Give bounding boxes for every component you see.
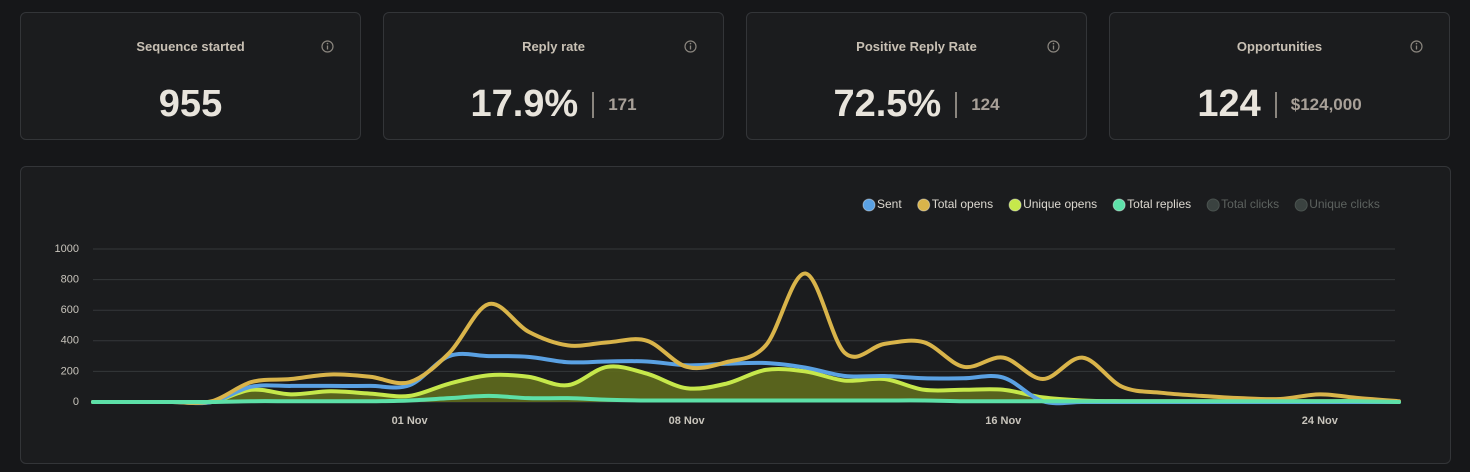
legend-label[interactable]: Unique clicks: [1309, 197, 1380, 211]
legend-label[interactable]: Sent: [877, 197, 902, 211]
legend-swatch[interactable]: [1206, 198, 1220, 212]
x-tick-label: 24 Nov: [1302, 415, 1339, 427]
info-icon[interactable]: [1047, 40, 1060, 58]
card-value: 124: [1197, 83, 1261, 125]
y-tick-label: 800: [61, 274, 79, 286]
separator: [1274, 91, 1277, 118]
legend-label[interactable]: Total clicks: [1221, 197, 1279, 211]
card-secondary: $124,000: [1290, 94, 1362, 114]
x-tick-label: 16 Nov: [985, 415, 1022, 427]
y-tick-label: 200: [61, 365, 79, 377]
legend-swatch[interactable]: [917, 198, 931, 212]
card-value-row: 72.5% 124: [747, 83, 1086, 126]
stat-card: Positive Reply Rate 72.5% 124: [746, 12, 1087, 140]
chart: 0 200 400 600 800 1000 01 Nov 08 Nov 16 Nov 24 No…: [55, 197, 1401, 427]
y-tick-label: 0: [73, 396, 79, 408]
separator: [955, 91, 958, 118]
legend-swatch[interactable]: [862, 198, 876, 212]
legend-label[interactable]: Total opens: [932, 197, 993, 211]
x-tick-label: 01 Nov: [392, 415, 429, 427]
info-glyph: [1047, 40, 1060, 53]
card-value: 72.5%: [833, 83, 942, 125]
legend-swatch[interactable]: [1112, 198, 1126, 212]
card-title: Positive Reply Rate: [856, 39, 977, 54]
legend-label[interactable]: Unique opens: [1023, 197, 1097, 211]
info-glyph: [684, 40, 697, 53]
card-value: 955: [158, 83, 223, 125]
info-icon[interactable]: [321, 40, 334, 58]
chart-panel: 0 200 400 600 800 1000 01 Nov 08 Nov 16 Nov 24 No…: [20, 166, 1451, 464]
y-tick-label: 400: [61, 335, 79, 347]
separator: [592, 91, 595, 118]
series-line: [91, 271, 1401, 405]
stat-card: Reply rate 17.9% 171: [383, 12, 724, 140]
info-icon[interactable]: [1410, 40, 1423, 58]
legend-swatch[interactable]: [1008, 198, 1022, 212]
info-glyph: [321, 40, 334, 53]
card-value-row: 17.9% 171: [384, 83, 723, 126]
card-title: Opportunities: [1236, 39, 1323, 54]
card-secondary: 171: [608, 94, 637, 114]
y-tick-label: 600: [61, 304, 79, 316]
stat-card: Sequence started 955: [20, 12, 361, 140]
card-value-row: 124 $124,000: [1110, 83, 1449, 126]
info-glyph: [1410, 40, 1423, 53]
series-line: [91, 393, 1401, 405]
legend-label[interactable]: Total replies: [1127, 197, 1191, 211]
y-tick-label: 1000: [55, 243, 79, 255]
card-title: Reply rate: [522, 39, 585, 54]
info-icon[interactable]: [684, 40, 697, 58]
card-value: 17.9%: [470, 83, 579, 125]
legend-swatch[interactable]: [1294, 198, 1308, 212]
card-value-row: 955: [21, 83, 360, 126]
x-tick-label: 08 Nov: [669, 415, 706, 427]
stat-card: Opportunities 124 $124,000: [1109, 12, 1450, 140]
card-title: Sequence started: [136, 39, 245, 54]
card-secondary: 124: [971, 94, 1000, 114]
